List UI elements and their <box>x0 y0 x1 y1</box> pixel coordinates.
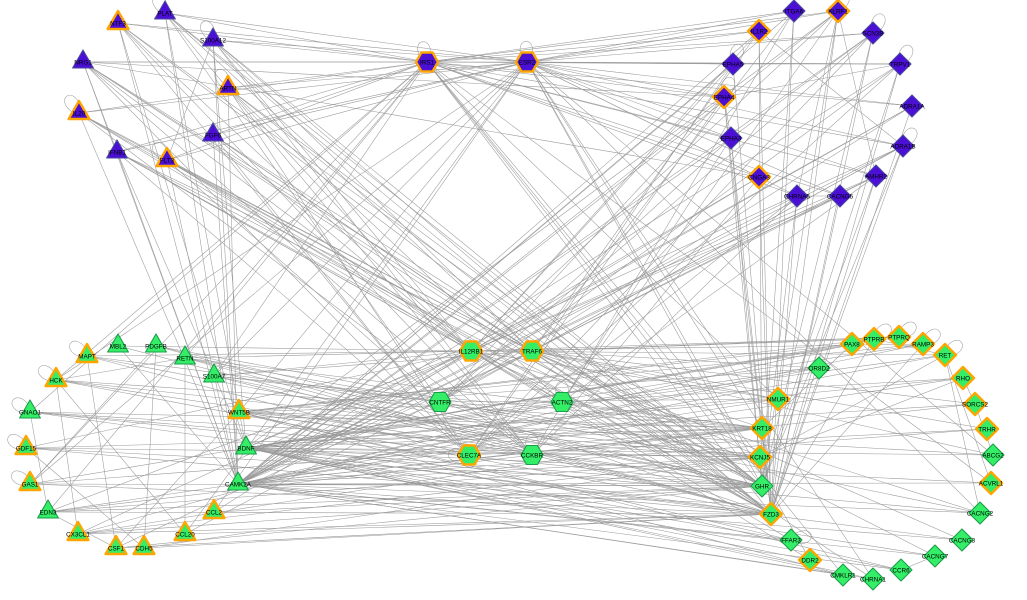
svg-text:WNT5B: WNT5B <box>228 410 250 417</box>
svg-text:EPHA4: EPHA4 <box>714 95 735 102</box>
svg-text:MAPT: MAPT <box>78 354 96 361</box>
svg-text:KLRF1: KLRF1 <box>828 9 848 16</box>
svg-text:PDGFB: PDGFB <box>145 344 167 351</box>
svg-text:PLAT: PLAT <box>157 11 172 18</box>
svg-text:CCR6: CCR6 <box>892 568 910 575</box>
svg-text:IRS1: IRS1 <box>420 60 434 67</box>
svg-text:TRAF6: TRAF6 <box>522 349 542 356</box>
svg-text:ARTN: ARTN <box>219 86 236 93</box>
svg-text:IL12RB1: IL12RB1 <box>459 349 484 356</box>
svg-text:ESR2: ESR2 <box>519 60 536 67</box>
svg-text:NTF3: NTF3 <box>110 21 126 28</box>
svg-text:SCN3B: SCN3B <box>863 31 884 38</box>
svg-text:CX3CL1: CX3CL1 <box>66 532 90 539</box>
svg-text:RHO: RHO <box>956 376 970 383</box>
svg-text:FFAR3: FFAR3 <box>781 538 801 545</box>
svg-text:ADRA1B: ADRA1B <box>890 144 915 151</box>
svg-text:S100A7: S100A7 <box>203 374 226 381</box>
svg-text:IFNB1: IFNB1 <box>108 150 126 157</box>
svg-text:EPHA3: EPHA3 <box>721 136 742 143</box>
svg-text:GHR: GHR <box>755 484 769 491</box>
svg-text:ABCG2: ABCG2 <box>982 453 1004 460</box>
svg-text:GNAO1: GNAO1 <box>19 410 42 417</box>
svg-text:CMKLR1: CMKLR1 <box>830 573 856 580</box>
svg-text:FLT3: FLT3 <box>160 158 175 165</box>
svg-text:CNTFR: CNTFR <box>429 400 451 407</box>
svg-text:GDF15: GDF15 <box>16 446 37 453</box>
svg-text:ADRA1A: ADRA1A <box>899 104 925 111</box>
svg-text:PTPRQ: PTPRQ <box>888 335 910 342</box>
svg-text:RETN: RETN <box>176 356 194 363</box>
svg-text:MBL2: MBL2 <box>110 344 127 351</box>
svg-text:EDN3: EDN3 <box>40 510 57 517</box>
svg-text:KCNJ5: KCNJ5 <box>750 455 770 462</box>
svg-text:NRG1: NRG1 <box>74 60 92 67</box>
svg-text:CCL2: CCL2 <box>206 510 223 517</box>
svg-text:CSF1: CSF1 <box>108 546 125 553</box>
svg-text:NMUR1: NMUR1 <box>767 397 790 404</box>
svg-text:KRT18: KRT18 <box>752 426 772 433</box>
svg-text:SORCS2: SORCS2 <box>962 402 988 409</box>
svg-text:CHRNA1: CHRNA1 <box>860 577 886 584</box>
svg-text:ACTN2: ACTN2 <box>552 400 573 407</box>
svg-text:CHRNA5: CHRNA5 <box>784 194 810 201</box>
svg-text:PAX8: PAX8 <box>844 342 860 349</box>
svg-text:S100A12: S100A12 <box>200 38 226 45</box>
svg-text:FGF6: FGF6 <box>205 133 222 140</box>
svg-text:EPHA5: EPHA5 <box>723 62 744 69</box>
svg-text:AMHR2: AMHR2 <box>865 174 888 181</box>
svg-text:IL20: IL20 <box>73 111 86 118</box>
svg-text:CAMK2A: CAMK2A <box>225 482 252 489</box>
svg-text:CNGA3: CNGA3 <box>748 175 770 182</box>
svg-text:CACNG2: CACNG2 <box>967 511 994 518</box>
svg-text:OR8D2: OR8D2 <box>809 366 830 373</box>
svg-text:DDR2: DDR2 <box>801 558 819 565</box>
svg-text:CDH5: CDH5 <box>135 546 153 553</box>
svg-text:CACNG3: CACNG3 <box>949 538 976 545</box>
svg-text:RET: RET <box>939 353 952 360</box>
svg-text:CCL20: CCL20 <box>175 532 195 539</box>
svg-text:IL1R2: IL1R2 <box>751 29 768 36</box>
svg-text:ACVRL1: ACVRL1 <box>979 481 1004 488</box>
svg-text:CCKBR: CCKBR <box>521 453 543 460</box>
svg-text:CACNG7: CACNG7 <box>922 554 949 561</box>
svg-text:GAS1: GAS1 <box>22 482 39 489</box>
svg-text:CLEC7A: CLEC7A <box>457 453 482 460</box>
svg-text:ITGA6: ITGA6 <box>785 9 804 16</box>
svg-text:HCK: HCK <box>49 378 63 385</box>
svg-text:TRHR: TRHR <box>978 427 996 434</box>
svg-text:FZD3: FZD3 <box>763 512 779 519</box>
svg-text:CACNG5: CACNG5 <box>827 194 854 201</box>
svg-text:BDNF: BDNF <box>237 446 254 453</box>
svg-text:TRPV1: TRPV1 <box>890 62 911 69</box>
svg-text:PTPRB: PTPRB <box>864 337 885 344</box>
svg-text:RAMP3: RAMP3 <box>912 342 934 349</box>
